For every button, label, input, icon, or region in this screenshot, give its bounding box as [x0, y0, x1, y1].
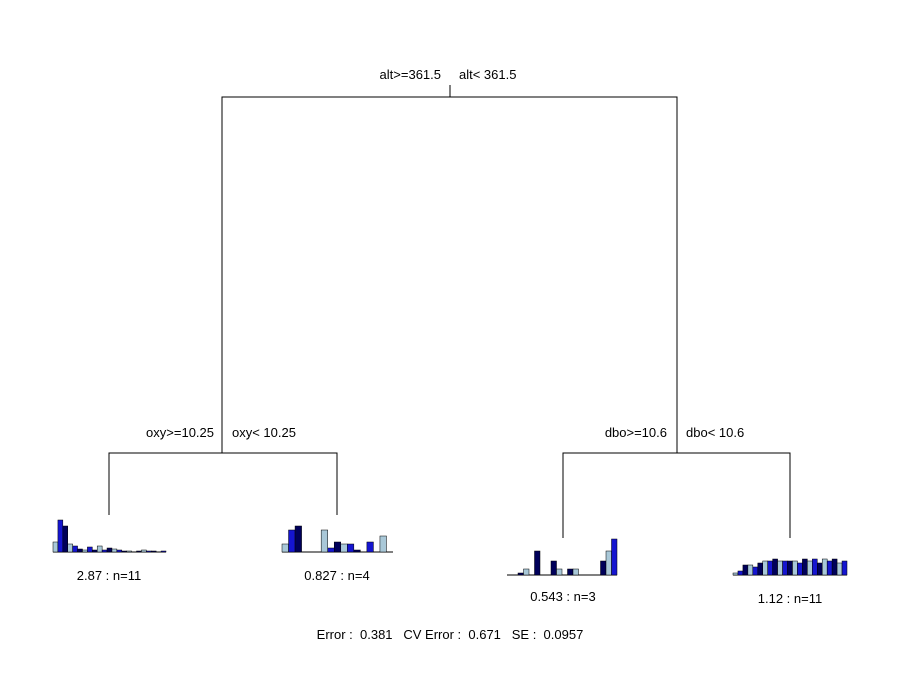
- bar: [288, 529, 296, 553]
- bar: [812, 558, 818, 576]
- edge: [221, 96, 678, 453]
- bar: [600, 560, 607, 576]
- bar: [787, 560, 793, 576]
- bar: [67, 543, 73, 553]
- bar: [732, 572, 739, 576]
- bar: [340, 543, 348, 553]
- bar: [294, 525, 302, 553]
- bar: [327, 547, 335, 553]
- bar: [92, 549, 98, 553]
- bar: [146, 550, 152, 553]
- split-label: dbo< 10.6: [686, 425, 744, 440]
- bar: [281, 543, 289, 553]
- bar: [550, 560, 557, 576]
- split-label: oxy>=10.25: [146, 425, 214, 440]
- bar: [841, 560, 848, 576]
- split-label: alt< 361.5: [459, 67, 516, 82]
- bar: [742, 564, 749, 576]
- leaf-label: 0.827 : n=4: [304, 568, 369, 583]
- bar: [333, 541, 342, 553]
- bar: [534, 550, 541, 576]
- leaf-label: 0.543 : n=3: [530, 589, 595, 604]
- bar: [611, 538, 618, 576]
- leaf-label: 1.12 : n=11: [758, 591, 822, 606]
- bar: [52, 541, 59, 553]
- bar: [572, 568, 579, 576]
- footer: Error : 0.381 CV Error : 0.671 SE : 0.09…: [317, 627, 584, 642]
- bar: [762, 560, 768, 576]
- bar: [111, 548, 118, 553]
- bar: [160, 550, 167, 553]
- bar: [797, 562, 803, 576]
- bar: [777, 560, 783, 576]
- bar: [523, 568, 530, 576]
- bar: [141, 549, 147, 553]
- bar: [151, 550, 157, 553]
- bar: [782, 560, 788, 576]
- edge: [562, 452, 791, 538]
- bar: [353, 549, 361, 553]
- bar: [366, 541, 374, 553]
- bar: [57, 519, 64, 553]
- bar: [817, 562, 823, 576]
- bar: [96, 545, 103, 553]
- bar: [87, 546, 93, 553]
- bar: [802, 558, 808, 576]
- bar: [517, 572, 524, 576]
- bar: [747, 564, 754, 576]
- bar: [737, 570, 744, 576]
- bar: [347, 543, 355, 553]
- bar: [379, 535, 387, 553]
- bar: [767, 560, 773, 576]
- edge: [108, 452, 338, 515]
- bar: [556, 568, 563, 576]
- leaf-label: 2.87 : n=11: [77, 568, 141, 583]
- bar: [831, 558, 838, 576]
- split-label: alt>=361.5: [380, 67, 441, 82]
- bar: [807, 560, 813, 576]
- bar: [752, 566, 759, 576]
- bar: [72, 545, 78, 553]
- bar: [605, 550, 612, 576]
- bar: [101, 549, 108, 553]
- bar: [836, 562, 843, 576]
- bar: [82, 549, 88, 553]
- bar: [826, 560, 833, 576]
- split-label: oxy< 10.25: [232, 425, 296, 440]
- bar: [116, 549, 123, 553]
- bar: [772, 558, 778, 576]
- bar: [77, 548, 83, 553]
- bar: [320, 529, 328, 553]
- bar: [126, 550, 132, 553]
- bar: [62, 525, 68, 553]
- bar: [757, 562, 763, 576]
- bar: [136, 550, 142, 553]
- bar: [792, 560, 798, 576]
- bar: [121, 550, 127, 553]
- split-label: dbo>=10.6: [605, 425, 667, 440]
- bar: [567, 568, 574, 576]
- bar: [821, 558, 828, 576]
- bar: [106, 547, 113, 553]
